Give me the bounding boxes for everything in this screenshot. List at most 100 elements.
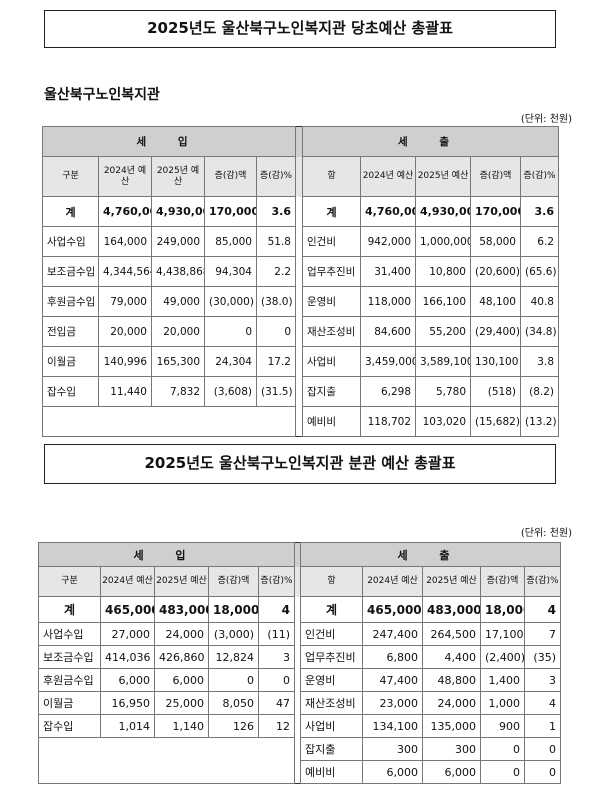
expense-value: 4 <box>524 691 561 715</box>
income-value: 24,304 <box>204 346 257 377</box>
expense-item-label: 운영비 <box>302 286 361 317</box>
income-value: 25,000 <box>154 691 209 715</box>
empty-income-area <box>42 406 296 437</box>
income-value: 20,000 <box>151 316 205 347</box>
doc1-unit-label: (단위: 천원) <box>520 114 572 125</box>
expense-value: 47,400 <box>362 668 423 692</box>
column-header: 증(감)액 <box>208 566 259 597</box>
expense-item-label: 잡지출 <box>302 376 361 407</box>
income-value: 20,000 <box>98 316 152 347</box>
income-value: 79,000 <box>98 286 152 317</box>
income-value: 4,344,564 <box>98 256 152 287</box>
expense-section-header: 세 출 <box>302 126 559 157</box>
doc1-title: 2025년도 울산북구노인복지관 당초예산 총괄표 <box>44 10 556 48</box>
total-cell: 계 <box>302 196 361 227</box>
income-value: 3 <box>258 645 295 669</box>
expense-value: 264,500 <box>422 622 481 646</box>
income-value: 140,996 <box>98 346 152 377</box>
expense-item-label: 사업비 <box>300 714 363 738</box>
expense-value: 1,400 <box>480 668 525 692</box>
income-item-label: 보조금수입 <box>38 645 101 669</box>
total-cell: 465,000 <box>100 596 155 623</box>
expense-value: 48,800 <box>422 668 481 692</box>
income-value: 51.8 <box>256 226 296 257</box>
table-row: 잡수입 11,440 7,832 (3,608) (31.5) 잡지출 6,298 5,780… <box>42 376 559 407</box>
column-header: 2025년 예산 <box>422 566 481 597</box>
expense-item-label: 예비비 <box>302 406 361 437</box>
expense-value: 118,702 <box>360 406 416 437</box>
doc1-subtitle: 울산북구노인복지관 <box>44 87 160 103</box>
column-header: 2025년 예산 <box>415 156 471 197</box>
total-cell: 계 <box>38 596 101 623</box>
expense-value: 3,589,100 <box>415 346 471 377</box>
income-value: (11) <box>258 622 295 646</box>
total-cell: 18,000 <box>480 596 525 623</box>
expense-value: 6,000 <box>422 760 481 784</box>
table-row: 후원금수입 79,000 49,000 (30,000) (38.0) 운영비 118,00… <box>42 286 559 317</box>
income-item-label: 보조금수입 <box>42 256 99 287</box>
income-item-label: 이월금 <box>38 691 101 715</box>
column-header: 2024년 예산 <box>360 156 416 197</box>
income-value: 164,000 <box>98 226 152 257</box>
income-value: 414,036 <box>100 645 155 669</box>
table-row: 잡수입 1,014 1,140 126 12 사업비 134,100 135,000 900 1 <box>38 714 561 738</box>
doc2-budget-table: 세 입 세 출 구분 2024년 예산 2025년 예산 증(감)액 증(감)% 항 202… <box>38 542 561 784</box>
expense-value: 4,400 <box>422 645 481 669</box>
expense-item-label: 잡지출 <box>300 737 363 761</box>
income-value: 85,000 <box>204 226 257 257</box>
column-header: 2024년 예산 <box>100 566 155 597</box>
total-cell: 483,000 <box>422 596 481 623</box>
expense-value: 130,100 <box>470 346 521 377</box>
income-value: (38.0) <box>256 286 296 317</box>
doc2-title: 2025년도 울산북구노인복지관 분관 예산 총괄표 <box>44 444 556 484</box>
total-cell: 계 <box>42 196 99 227</box>
table-row: 전입금 20,000 20,000 0 0 재산조성비 84,600 55,200 (29,40… <box>42 316 559 347</box>
expense-value: 7 <box>524 622 561 646</box>
income-item-label: 후원금수입 <box>38 668 101 692</box>
total-cell: 4 <box>258 596 295 623</box>
table-row: 사업수입 164,000 249,000 85,000 51.8 인건비 942,000 1,… <box>42 226 559 257</box>
expense-item-label: 예비비 <box>300 760 363 784</box>
income-value: 6,000 <box>100 668 155 692</box>
income-value: 7,832 <box>151 376 205 407</box>
column-header: 증(감)% <box>258 566 295 597</box>
column-header-row: 구분 2024년 예산 2025년 예산 증(감)액 증(감)% 항 2024년 예산 202… <box>42 156 559 197</box>
expense-value: 84,600 <box>360 316 416 347</box>
expense-value: (8.2) <box>520 376 559 407</box>
column-header: 증(감)% <box>524 566 561 597</box>
expense-value: 40.8 <box>520 286 559 317</box>
total-cell: 계 <box>300 596 363 623</box>
total-cell: 3.6 <box>256 196 296 227</box>
expense-value: (35) <box>524 645 561 669</box>
expense-value: 5,780 <box>415 376 471 407</box>
column-header: 증(감)액 <box>470 156 521 197</box>
income-value: 0 <box>258 668 295 692</box>
expense-value: 1,000,000 <box>415 226 471 257</box>
table-row: 사업수입 27,000 24,000 (3,000) (11) 인건비 247,400 264… <box>38 622 561 646</box>
expense-value: (15,682) <box>470 406 521 437</box>
income-item-label: 사업수입 <box>42 226 99 257</box>
income-value: 126 <box>208 714 259 738</box>
total-cell: 4,930,000 <box>151 196 205 227</box>
expense-value: 135,000 <box>422 714 481 738</box>
column-header: 2025년 예산 <box>154 566 209 597</box>
income-item-label: 전입금 <box>42 316 99 347</box>
income-value: 0 <box>208 668 259 692</box>
expense-item-label: 인건비 <box>302 226 361 257</box>
income-value: 94,304 <box>204 256 257 287</box>
expense-item-label: 사업비 <box>302 346 361 377</box>
expense-value: (2,400) <box>480 645 525 669</box>
column-header: 증(감)% <box>520 156 559 197</box>
income-value: 2.2 <box>256 256 296 287</box>
doc2-unit-label: (단위: 천원) <box>520 528 572 539</box>
expense-value: 900 <box>480 714 525 738</box>
expense-item-label: 인건비 <box>300 622 363 646</box>
total-cell: 4,760,000 <box>98 196 152 227</box>
expense-value: 134,100 <box>362 714 423 738</box>
expense-item-label: 운영비 <box>300 668 363 692</box>
income-value: (3,608) <box>204 376 257 407</box>
expense-value: 48,100 <box>470 286 521 317</box>
doc1-budget-table: 세 입 세 출 구분 2024년 예산 2025년 예산 증(감)액 증(감)% 항 202… <box>42 126 559 437</box>
table-row: 예비비 6,000 6,000 0 0 <box>39 760 561 784</box>
expense-value: 58,000 <box>470 226 521 257</box>
